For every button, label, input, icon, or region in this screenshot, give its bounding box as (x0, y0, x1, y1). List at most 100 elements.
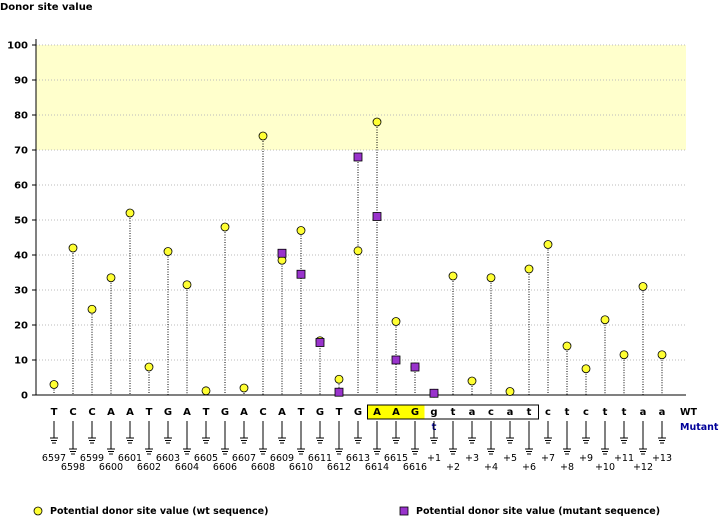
position-label: 6598 (61, 462, 85, 473)
position-label: 6600 (99, 462, 123, 473)
position-label: 6610 (289, 462, 313, 473)
mutant-point (296, 269, 306, 279)
wt-point (49, 380, 59, 389)
base-letter: C (88, 407, 95, 418)
wt-point (391, 317, 401, 326)
position-label: 6603 (156, 453, 180, 464)
wt-point (87, 304, 97, 314)
mutant-point (391, 355, 401, 365)
base-letter: G (316, 407, 324, 418)
mutant-point (372, 212, 382, 221)
y-tick-label: 0 (21, 391, 28, 402)
wt-point (543, 240, 553, 249)
legend-label: Potential donor site value (wt sequence) (50, 506, 268, 517)
base-letter: C (259, 407, 266, 418)
wt-row-label: WT (680, 407, 697, 418)
wt-point (600, 315, 610, 325)
base-letter: c (583, 407, 589, 418)
base-letter: A (373, 407, 381, 418)
position-label: 6604 (175, 462, 199, 473)
base-letter: T (146, 407, 153, 418)
position-label: +9 (579, 453, 593, 464)
position-label: 6612 (327, 462, 351, 473)
legend: Potential donor site value (wt sequence)… (33, 506, 660, 517)
position-label: +11 (614, 453, 634, 464)
position-label: +6 (522, 462, 536, 473)
legend-marker-wt (33, 506, 43, 516)
position-label: 6607 (232, 453, 256, 464)
position-label: +8 (560, 462, 574, 473)
base-letter: A (278, 407, 286, 418)
wt-point (68, 243, 78, 253)
position-label: +2 (446, 462, 460, 473)
base-letter: t (527, 407, 532, 418)
wt-point (144, 362, 154, 372)
position-label: 6616 (403, 462, 427, 473)
y-tick-label: 60 (14, 181, 28, 192)
position-label: +4 (484, 462, 498, 473)
sequence-box (367, 404, 539, 420)
base-letter: T (336, 407, 343, 418)
base-letter: a (507, 407, 514, 418)
wt-point (125, 208, 135, 218)
position-label: 6599 (80, 453, 104, 464)
base-letter: T (298, 407, 305, 418)
base-letter: A (183, 407, 191, 418)
base-letter: t (565, 407, 570, 418)
wt-point (201, 386, 211, 396)
position-label: 6601 (118, 453, 142, 464)
wt-point (467, 376, 477, 386)
base-letter: G (221, 407, 229, 418)
position-label: +3 (465, 453, 479, 464)
base-letter: G (411, 407, 419, 418)
base-letter: t (451, 407, 456, 418)
y-tick-label: 10 (14, 356, 28, 367)
y-tick-label: 40 (14, 251, 28, 262)
base-letter: t (603, 407, 608, 418)
highlight-band (36, 45, 686, 150)
wt-point (505, 387, 515, 396)
y-tick-label: 70 (14, 146, 28, 157)
position-label: +13 (652, 453, 672, 464)
mutant-point (315, 338, 325, 347)
position-label: 6615 (384, 453, 408, 464)
position-label: 6611 (308, 453, 332, 464)
data-points (49, 117, 667, 398)
y-ticks: 0 10 20 30 40 50 60 70 80 90 100 (7, 41, 36, 402)
wt-point (372, 117, 382, 127)
base-letter: A (392, 407, 400, 418)
wt-point (638, 282, 648, 291)
y-tick-label: 80 (14, 111, 28, 122)
mutant-point (334, 387, 344, 397)
position-label: +10 (595, 462, 615, 473)
legend-marker-mutant (399, 506, 409, 516)
y-tick-label: 90 (14, 76, 28, 87)
base-letter: A (240, 407, 248, 418)
wt-point (581, 364, 591, 374)
wt-point (657, 350, 667, 360)
position-label: +1 (427, 453, 441, 464)
base-letter: c (488, 407, 494, 418)
y-tick-label: 100 (7, 41, 28, 52)
mutant-point (353, 152, 363, 162)
wt-point (486, 273, 496, 283)
position-label: +5 (503, 453, 517, 464)
wt-point (182, 280, 192, 290)
wt-point (163, 247, 173, 256)
base-letter: T (203, 407, 210, 418)
mutant-row-label: Mutant (680, 422, 719, 433)
base-letter: T (51, 407, 58, 418)
mutant-point (410, 362, 420, 372)
base-letter: a (469, 407, 476, 418)
base-letter: A (107, 407, 115, 418)
base-letter: g (430, 407, 437, 418)
splice-highlight-box (367, 405, 425, 419)
position-label: 6597 (42, 453, 66, 464)
legend-label: Potential donor site value (mutant seque… (416, 506, 660, 517)
wt-point (296, 226, 306, 235)
base-letter: G (354, 407, 362, 418)
wt-point (448, 271, 458, 281)
base-letter: G (164, 407, 172, 418)
position-label: +12 (633, 462, 653, 473)
mutant-point (277, 248, 287, 258)
